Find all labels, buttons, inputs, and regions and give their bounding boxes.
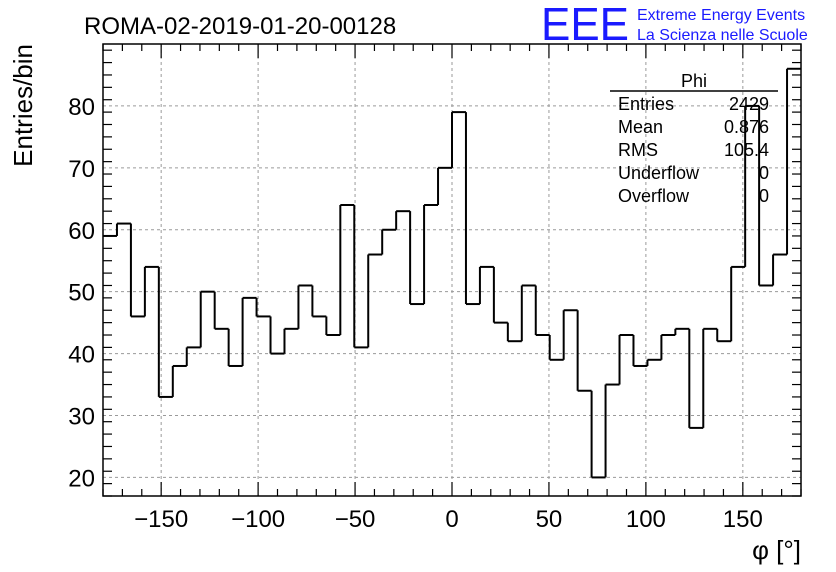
y-axis-ticks: 20 30 40 50 60 70 80 (68, 49, 801, 497)
stats-value: 0 (759, 186, 769, 206)
stats-value: 0.876 (724, 117, 769, 137)
y-tick-label: 70 (68, 156, 95, 183)
logo-line-2: La Scienza nelle Scuole (637, 27, 808, 44)
stats-rows: Entries 2429 Mean 0.876 RMS 105.4 Underflow 0 Ov… (618, 94, 769, 206)
logo-mark: EEE (541, 0, 629, 50)
y-tick-label: 30 (68, 404, 95, 431)
y-axis-label: Entries/bin (8, 44, 38, 167)
stats-label: Entries (618, 94, 674, 114)
stats-label: RMS (618, 140, 658, 160)
run-title: ROMA-02-2019-01-20-00128 (84, 13, 396, 40)
x-tick-label: 100 (626, 506, 666, 533)
logo-line-1: Extreme Energy Events (637, 7, 805, 24)
stats-title: Phi (681, 71, 707, 91)
y-tick-label: 20 (68, 465, 95, 492)
y-tick-label: 80 (68, 94, 95, 121)
stats-label: Underflow (618, 163, 700, 183)
x-tick-label: −150 (134, 506, 188, 533)
x-tick-label: −100 (231, 506, 285, 533)
x-axis-ticks: −150 −100 −50 0 50 100 150 (102, 44, 802, 533)
x-axis-label: φ [°] (752, 535, 801, 565)
x-tick-label: −50 (335, 506, 376, 533)
x-tick-label: 0 (445, 506, 458, 533)
histogram-bars (103, 67, 801, 479)
y-tick-label: 50 (68, 280, 95, 307)
stats-box: Phi Entries 2429 Mean 0.876 RMS 105.4 Underflo… (610, 71, 778, 206)
y-tick-label: 40 (68, 342, 95, 369)
stats-value: 105.4 (724, 140, 769, 160)
y-tick-label: 60 (68, 218, 95, 245)
x-tick-label: 50 (536, 506, 563, 533)
x-tick-label: 150 (723, 506, 763, 533)
stats-value: 2429 (729, 94, 769, 114)
stats-value: 0 (759, 163, 769, 183)
stats-label: Overflow (618, 186, 690, 206)
eee-logo: EEE Extreme Energy Events La Scienza nel… (541, 0, 808, 50)
stats-label: Mean (618, 117, 663, 137)
